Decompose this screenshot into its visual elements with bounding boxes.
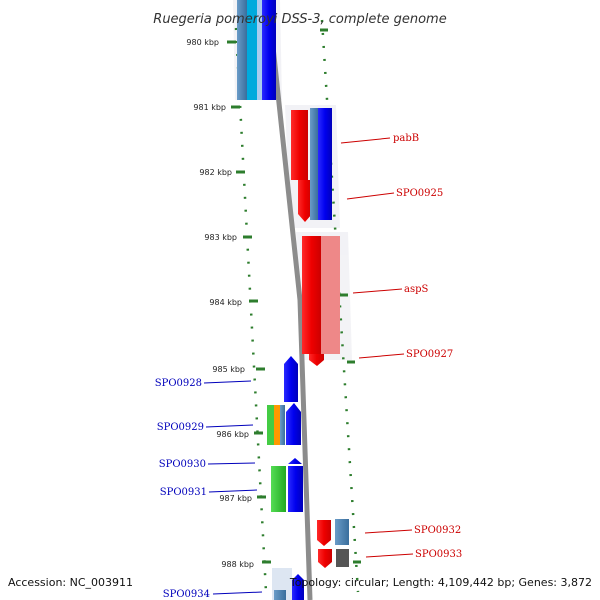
gene-SPO0934[interactable] [292, 574, 304, 600]
label-SPO0930[interactable]: SPO0930 [159, 459, 206, 470]
gene-cyan-top[interactable] [247, 0, 257, 100]
gene-blue-pabB[interactable] [318, 108, 332, 220]
kbp-label-986: 986 kbp [216, 430, 249, 439]
gene-pabB[interactable] [291, 110, 308, 180]
leader-SPO0928 [203, 380, 252, 384]
gene-SPO0927-arrow[interactable] [309, 354, 324, 366]
label-SPO0931[interactable]: SPO0931 [160, 487, 207, 498]
kbp-label-987: 987 kbp [219, 494, 252, 503]
gene-steel-0932[interactable] [335, 519, 349, 545]
gene-steelblue-top[interactable] [237, 0, 247, 100]
gene-labels-right: pabB SPO0925 aspS SPO0927 SPO0932 SPO093… [393, 133, 462, 560]
kbp-label-988: 988 kbp [221, 560, 254, 569]
gene-SPO0931[interactable] [271, 466, 286, 512]
label-SPO0929[interactable]: SPO0929 [157, 422, 204, 433]
label-aspS[interactable]: aspS [404, 284, 428, 295]
leader-SPO0930 [207, 462, 256, 465]
label-SPO0927[interactable]: SPO0927 [406, 349, 453, 360]
label-SPO0933[interactable]: SPO0933 [415, 549, 462, 560]
gene-aspS[interactable] [302, 236, 321, 354]
leader-SPO0929 [205, 424, 254, 428]
gene-group-aspS [302, 236, 340, 366]
gene-SPO0925-arrow[interactable] [298, 180, 312, 222]
genome-backbone [265, 0, 313, 600]
kbp-label-985: 985 kbp [212, 365, 245, 374]
kbp-label-982: 982 kbp [199, 168, 232, 177]
gene-orange-0929[interactable] [274, 405, 280, 445]
gene-steel-0934[interactable] [274, 590, 286, 600]
leader-lines-right [340, 137, 414, 558]
gene-group-0932 [317, 519, 349, 568]
gene-labels-left: SPO0928 SPO0929 SPO0930 SPO0931 SPO0934 [155, 378, 210, 600]
gene-steel-0929[interactable] [280, 405, 285, 445]
gene-blue-0931[interactable] [288, 466, 303, 512]
gene-SPO0933[interactable] [318, 549, 332, 568]
kbp-ticks [227, 28, 361, 564]
leader-SPO0934 [212, 591, 263, 595]
label-SPO0934[interactable]: SPO0934 [163, 589, 210, 600]
label-SPO0932[interactable]: SPO0932 [414, 525, 461, 536]
leader-SPO0927 [358, 353, 405, 359]
kbp-label-980: 980 kbp [186, 38, 219, 47]
accession-text: Accession: NC_003911 [8, 576, 133, 589]
leader-aspS [352, 288, 403, 294]
map-title: Ruegeria pomeroyi DSS-3, complete genome [153, 12, 446, 27]
gene-green-0929[interactable] [267, 405, 274, 445]
gene-group-0928 [267, 356, 301, 445]
label-SPO0928[interactable]: SPO0928 [155, 378, 202, 389]
label-pabB[interactable]: pabB [393, 133, 419, 144]
gene-group-pabB [291, 108, 332, 222]
ruler-left-dots [234, 27, 268, 593]
leader-SPO0933 [365, 553, 414, 558]
gene-SPO0928[interactable] [284, 356, 298, 402]
gene-gray-0933[interactable] [336, 549, 349, 567]
gene-aspS-pale[interactable] [321, 236, 340, 354]
gene-group-top [237, 0, 276, 100]
leader-pabB [340, 137, 391, 144]
leader-lines-left [203, 380, 263, 595]
gene-group-0930 [271, 458, 303, 512]
gene-steelblue-pabB[interactable] [310, 108, 318, 220]
kbp-labels: 980 kbp 981 kbp 982 kbp 983 kbp 984 kbp … [186, 38, 254, 569]
kbp-label-983: 983 kbp [204, 233, 237, 242]
kbp-label-981: 981 kbp [193, 103, 226, 112]
gene-SPO0932[interactable] [317, 520, 331, 546]
gene-SPO0930[interactable] [288, 458, 302, 464]
gene-SPO0929[interactable] [286, 403, 301, 445]
label-SPO0925[interactable]: SPO0925 [396, 188, 443, 199]
gene-lightblue-top[interactable] [257, 0, 262, 100]
kbp-label-984: 984 kbp [209, 298, 242, 307]
topology-summary: Topology: circular; Length: 4,109,442 bp… [289, 576, 592, 589]
leader-SPO0931 [208, 489, 258, 493]
leader-SPO0925 [346, 192, 395, 200]
gene-group-0934 [272, 568, 304, 600]
gene-blue-top[interactable] [262, 0, 276, 100]
leader-SPO0932 [364, 529, 413, 534]
